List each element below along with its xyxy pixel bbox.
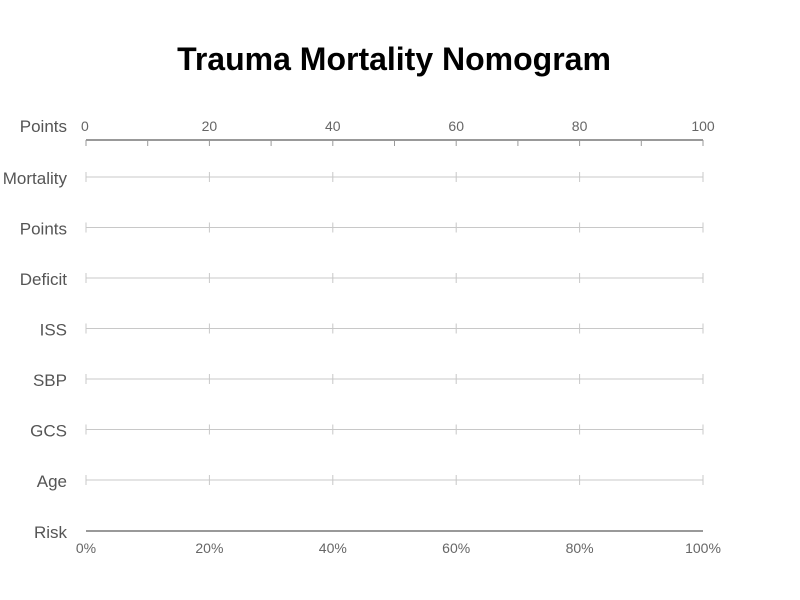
points-axis-tick-label: 20 (202, 118, 218, 134)
risk-axis-tick-label: 20% (195, 540, 223, 556)
points-axis-tick-label: 100 (691, 118, 715, 134)
scale-row: Points (20, 220, 704, 239)
scale-row: SBP (33, 371, 704, 390)
points-axis-label: Points (20, 117, 67, 136)
scale-label: Points (20, 220, 67, 239)
scale-label: Age (37, 472, 67, 491)
risk-axis-tick-label: 40% (319, 540, 347, 556)
points-axis: Points 0 20 40 60 80 100 (20, 117, 715, 146)
risk-axis-tick-label: 0% (76, 540, 96, 556)
scale-row: Age (37, 472, 704, 491)
scale-label: Deficit (20, 270, 68, 289)
chart-title: Trauma Mortality Nomogram (177, 41, 611, 77)
scale-label: ISS (40, 321, 67, 340)
risk-axis-tick-label: 100% (685, 540, 721, 556)
points-axis-tick-label: 40 (325, 118, 341, 134)
scale-label: GCS (30, 422, 67, 441)
nomogram-scales: Mortality Points Deficit ISS SBP GCS Age (3, 169, 704, 491)
scale-label: Mortality (3, 169, 68, 188)
scale-row: Deficit (20, 270, 704, 289)
scale-row: GCS (30, 422, 704, 441)
points-axis-tick-label: 80 (572, 118, 588, 134)
risk-axis-label: Risk (34, 523, 68, 542)
scale-row: Mortality (3, 169, 704, 188)
risk-axis-tick-label: 80% (566, 540, 594, 556)
scale-label: SBP (33, 371, 67, 390)
points-axis-tick-label: 60 (448, 118, 464, 134)
risk-axis-tick-label: 60% (442, 540, 470, 556)
risk-axis: Risk 0% 20% 40% 60% 80% 100% (34, 523, 721, 556)
points-axis-tick-label: 0 (81, 118, 89, 134)
scale-row: ISS (40, 321, 704, 340)
